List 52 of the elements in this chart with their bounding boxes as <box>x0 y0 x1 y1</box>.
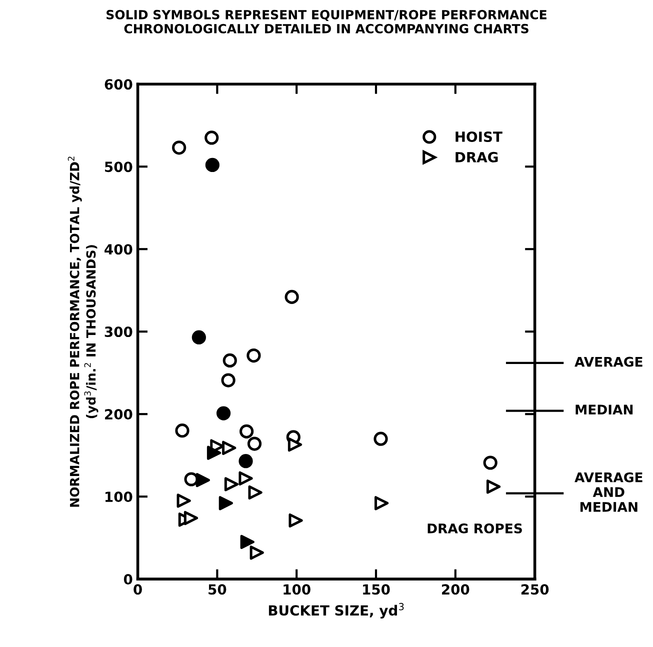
x-axis-title: BUCKET SIZE, yd$^{3}$ <box>268 602 404 618</box>
point <box>483 456 498 470</box>
x-tick-label: 150 <box>363 584 390 595</box>
point <box>246 348 261 363</box>
point <box>184 510 198 526</box>
x-tick-label: 100 <box>284 584 310 595</box>
point <box>175 424 190 438</box>
point <box>196 473 210 488</box>
legend-label: DRAG <box>456 152 498 162</box>
text: NORMALIZED ROPE PERFORMANCE, TOTAL yd/ZD$^{2}$ (yd$^{3}$/in.$^{2}$ IN THOUSANDS) <box>68 156 98 507</box>
point <box>288 513 303 528</box>
annotation: DRAG ROPES <box>428 523 522 534</box>
point <box>218 496 233 510</box>
x-tick-label: 0 <box>134 584 142 595</box>
point <box>284 290 299 304</box>
point <box>176 494 191 508</box>
point <box>238 471 253 486</box>
point <box>206 446 222 460</box>
point <box>486 480 501 494</box>
point <box>221 373 236 388</box>
x-tick-label: 50 <box>208 584 226 595</box>
ref-line-label: MEDIAN <box>576 404 633 414</box>
y-tick-label: 200 <box>105 409 132 420</box>
y-tick-label: 300 <box>104 326 132 338</box>
point <box>240 534 254 550</box>
point <box>172 140 186 155</box>
point <box>192 330 206 344</box>
y-tick-label: 0 <box>124 574 132 585</box>
ref-line-label: AVERAGE AND MEDIAN <box>574 472 642 512</box>
point <box>224 477 239 492</box>
point <box>250 546 264 560</box>
point <box>238 454 253 468</box>
point <box>222 353 237 368</box>
chart-title: SOLID SYMBOLS REPRESENT EQUIPMENT/ROPE PERFORMANCE CHRONOLOGICALLY DETAILED IN ACCOMPANYING CHARTS <box>106 10 546 34</box>
point <box>216 406 231 420</box>
point <box>288 438 302 452</box>
point <box>222 440 236 455</box>
point <box>374 432 388 446</box>
x-tick-label: 250 <box>521 584 549 595</box>
legend-label: HOIST <box>456 132 502 142</box>
y-tick-label: 500 <box>105 162 132 172</box>
y-tick-label: 600 <box>104 79 132 90</box>
ref-line-label: AVERAGE <box>574 356 642 367</box>
point <box>205 158 220 172</box>
point <box>240 424 254 438</box>
point <box>374 496 389 510</box>
point <box>204 130 219 145</box>
x-tick-label: 200 <box>442 584 470 595</box>
point <box>248 485 262 500</box>
point <box>247 436 262 451</box>
y-tick-label: 100 <box>106 492 132 502</box>
y-tick-label: 400 <box>104 244 132 255</box>
